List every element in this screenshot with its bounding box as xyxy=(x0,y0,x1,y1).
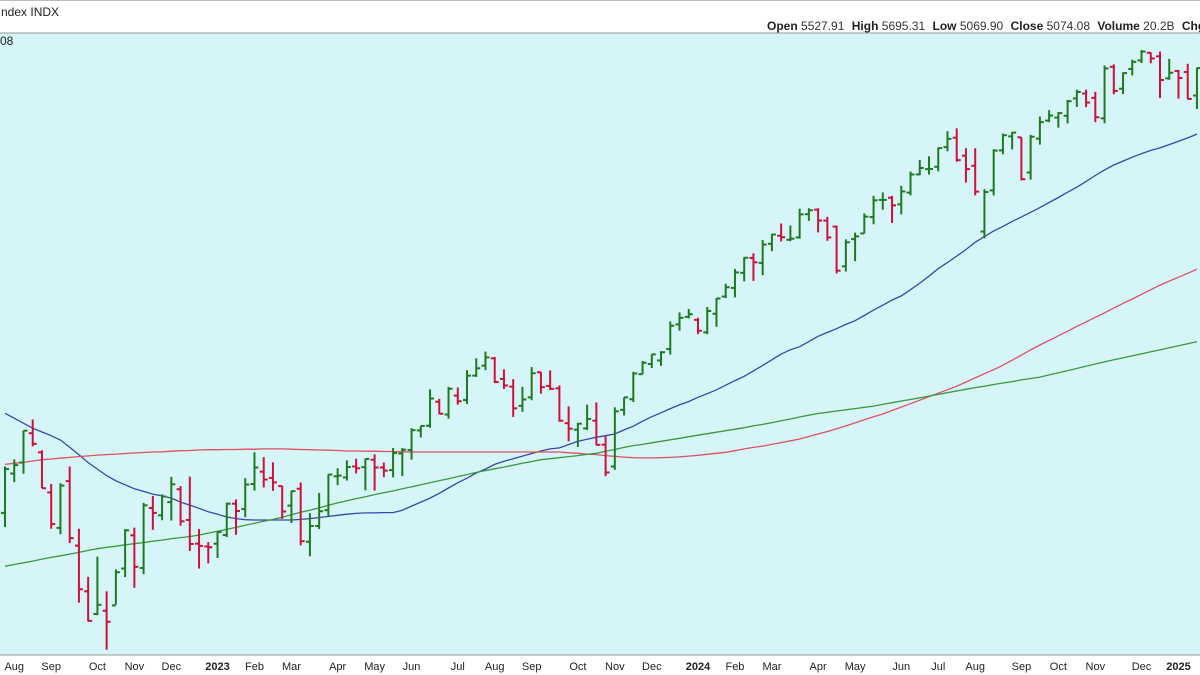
x-tick-label: Sep xyxy=(1012,661,1032,673)
x-tick-label: Jul xyxy=(451,661,465,673)
stat-value: 5527.91 xyxy=(801,19,845,33)
x-tick-label: Jul xyxy=(931,661,945,673)
x-tick-label: Jun xyxy=(892,661,910,673)
x-tick-label: Apr xyxy=(810,661,827,673)
plot-background xyxy=(0,33,1200,655)
moving-average-line xyxy=(4,133,1198,521)
x-tick-label: Sep xyxy=(522,661,542,673)
x-tick-label: Aug xyxy=(485,661,505,673)
moving-average-line xyxy=(4,268,1198,466)
x-tick-label: Mar xyxy=(762,661,781,673)
x-tick-label: Apr xyxy=(329,661,346,673)
x-tick-label: Nov xyxy=(605,661,625,673)
stat-label: Low xyxy=(933,19,958,33)
x-tick-label: Jun xyxy=(403,661,421,673)
stat-value: 20.2B xyxy=(1143,19,1174,33)
x-tick-label: 2023 xyxy=(205,661,229,673)
x-tick-label: Oct xyxy=(89,661,106,673)
x-tick-label: 2024 xyxy=(686,661,711,673)
x-tick-label: Mar xyxy=(282,661,301,673)
x-tick-label: Nov xyxy=(125,661,145,673)
x-tick-label: Dec xyxy=(162,661,182,673)
stat-label: Close xyxy=(1011,19,1044,33)
stat-value: 5074.08 xyxy=(1047,19,1091,33)
stat-label: Volume xyxy=(1097,19,1140,33)
x-tick-label: Aug xyxy=(4,661,24,673)
x-tick-label: Oct xyxy=(569,661,586,673)
x-tick-label: May xyxy=(845,661,866,673)
price-label: 08 xyxy=(0,34,14,48)
stat-label: Open xyxy=(767,19,798,33)
stat-value: 5069.90 xyxy=(960,19,1004,33)
stat-value: 5695.31 xyxy=(882,19,926,33)
moving-average-line xyxy=(4,340,1198,567)
x-tick-label: Dec xyxy=(642,661,662,673)
x-tick-label: Sep xyxy=(41,661,61,673)
chart-title: ndex INDX xyxy=(1,5,59,19)
stat-label: Chg xyxy=(1182,19,1200,33)
x-tick-label: Feb xyxy=(725,661,744,673)
x-tick-label: May xyxy=(364,661,385,673)
stats-line: Open 5527.91 High 5695.31 Low 5069.90 Cl… xyxy=(767,19,1200,33)
x-tick-label: Oct xyxy=(1050,661,1067,673)
x-tick-label: Dec xyxy=(1132,661,1152,673)
plot-layer xyxy=(1,49,1200,650)
x-tick-label: 2025 xyxy=(1166,661,1190,673)
stat-label: High xyxy=(852,19,879,33)
x-tick-label: Aug xyxy=(965,661,985,673)
x-tick-label: Feb xyxy=(245,661,264,673)
x-tick-label: Nov xyxy=(1086,661,1106,673)
